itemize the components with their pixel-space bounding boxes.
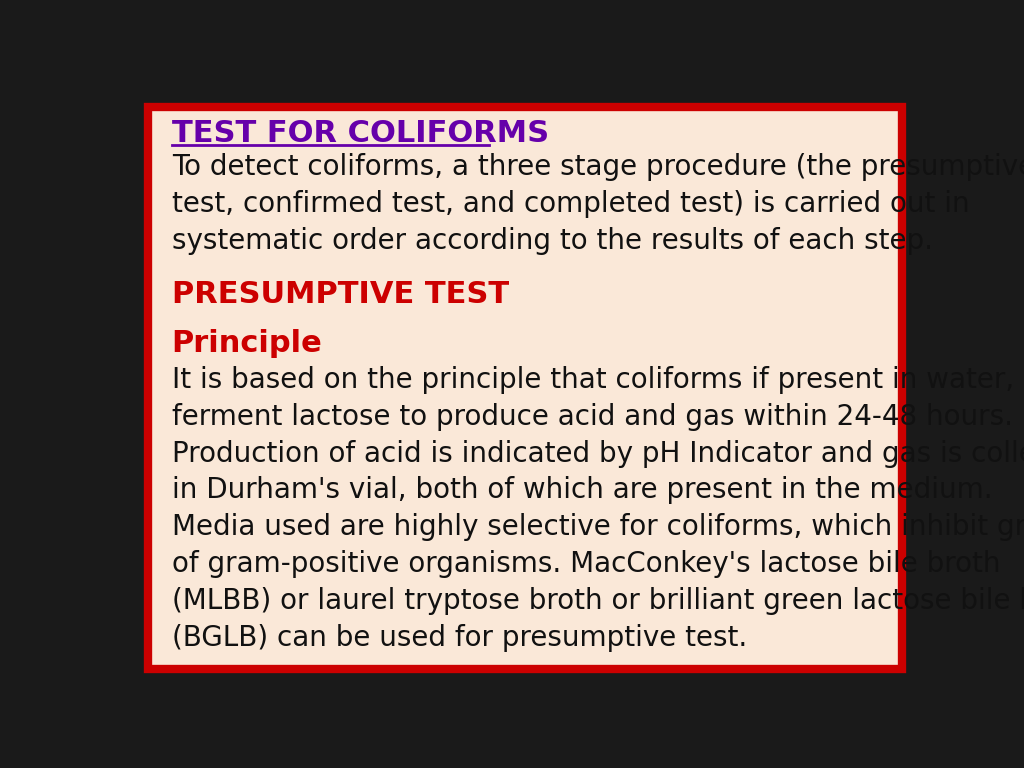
Text: PRESUMPTIVE TEST: PRESUMPTIVE TEST [172, 280, 509, 310]
Text: Principle: Principle [172, 329, 323, 358]
Text: To detect coliforms, a three stage procedure (the presumptive
test, confirmed te: To detect coliforms, a three stage proce… [172, 153, 1024, 255]
FancyBboxPatch shape [147, 107, 902, 669]
Text: It is based on the principle that coliforms if present in water, will
ferment la: It is based on the principle that colifo… [172, 366, 1024, 651]
Text: TEST FOR COLIFORMS: TEST FOR COLIFORMS [172, 119, 549, 147]
